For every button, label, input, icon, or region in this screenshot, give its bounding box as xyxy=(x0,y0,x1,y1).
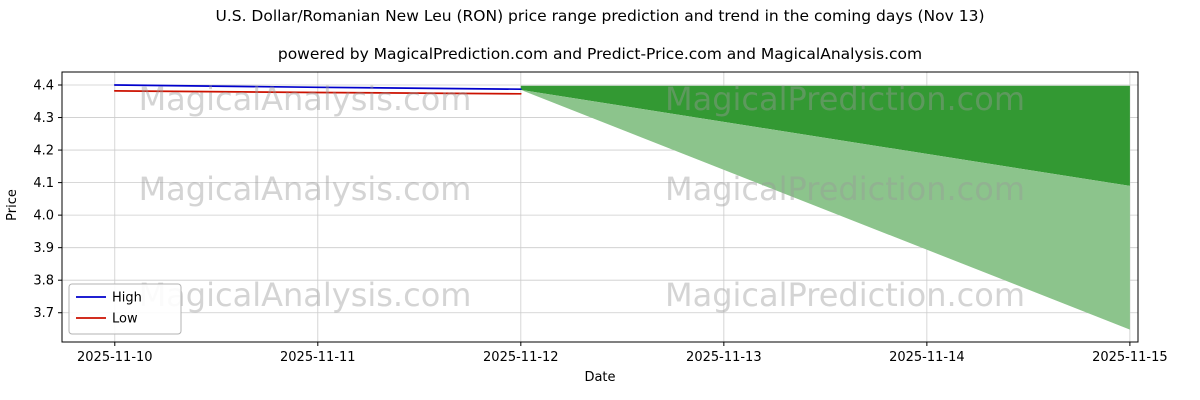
x-tick-label: 2025-11-14 xyxy=(889,350,965,365)
watermark-text: MagicalPrediction.com xyxy=(665,80,1025,118)
chart-title: U.S. Dollar/Romanian New Leu (RON) price… xyxy=(215,7,984,25)
legend: High Low xyxy=(68,283,182,335)
x-tick-label: 2025-11-10 xyxy=(77,350,153,365)
x-tick-label: 2025-11-12 xyxy=(483,350,559,365)
plot-border xyxy=(61,71,1139,343)
y-tick-label: 4.0 xyxy=(33,209,54,224)
watermark-text: MagicalAnalysis.com xyxy=(139,276,472,314)
watermark-text: MagicalAnalysis.com xyxy=(139,170,472,208)
plot-area: MagicalAnalysis.com MagicalPrediction.com… xyxy=(33,71,1168,365)
y-tick-label: 4.1 xyxy=(33,176,54,191)
watermark-text: MagicalAnalysis.com xyxy=(139,80,472,118)
watermark-text: MagicalPrediction.com xyxy=(665,170,1025,208)
x-tick-label: 2025-11-13 xyxy=(686,350,762,365)
x-axis-label: Date xyxy=(584,370,615,385)
x-tick-label: 2025-11-11 xyxy=(280,350,356,365)
y-tick-label: 4.3 xyxy=(33,111,54,126)
prediction-band-lower xyxy=(520,89,1130,330)
y-tick-label: 3.7 xyxy=(33,306,54,321)
y-tick-label: 4.2 xyxy=(33,144,54,159)
legend-label-high: High xyxy=(112,291,142,306)
y-tick-label: 3.8 xyxy=(33,274,54,289)
y-axis-label: Price xyxy=(5,189,20,221)
watermark-text: MagicalPrediction.com xyxy=(665,276,1025,314)
legend-label-low: Low xyxy=(112,312,138,327)
series-line-high xyxy=(113,84,522,91)
y-tick-label: 4.4 xyxy=(33,79,54,94)
series-line-low xyxy=(113,90,522,95)
x-tick-label: 2025-11-15 xyxy=(1092,350,1168,365)
chart-subtitle: powered by MagicalPrediction.com and Pre… xyxy=(278,45,922,63)
prediction-band-upper xyxy=(520,85,1130,186)
y-tick-label: 3.9 xyxy=(33,241,54,256)
